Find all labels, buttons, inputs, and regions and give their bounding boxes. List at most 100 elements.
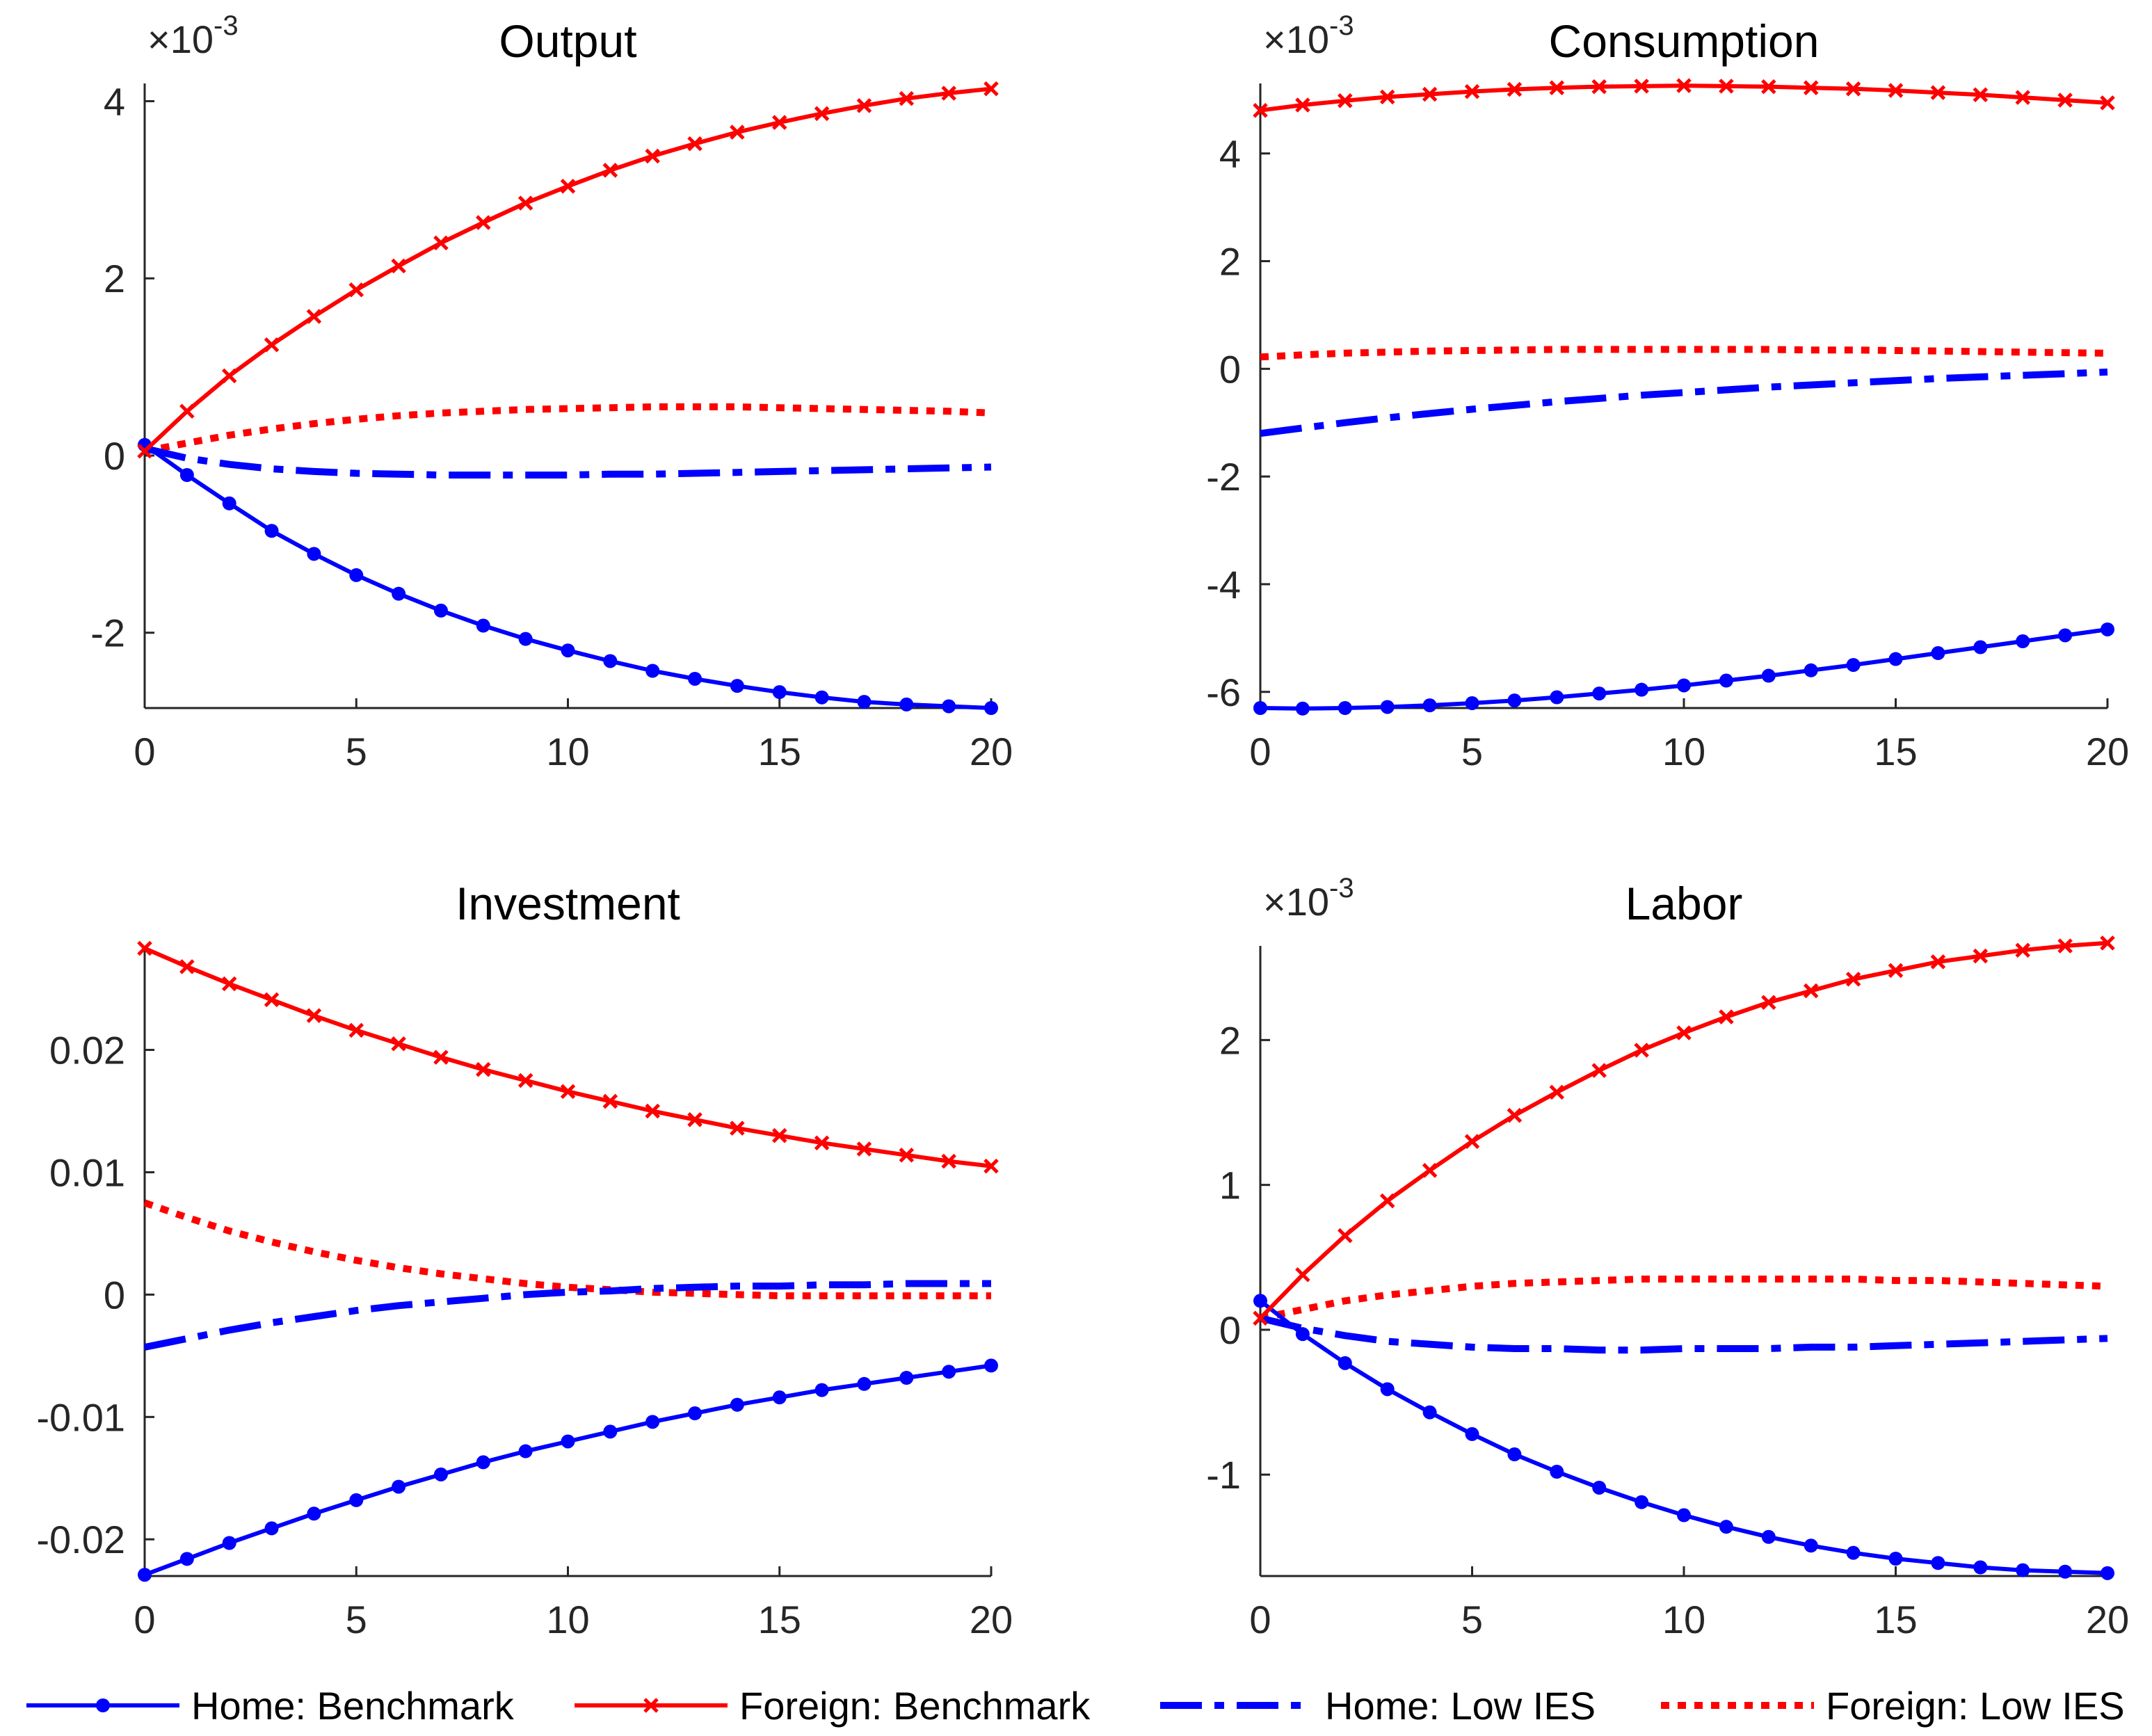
consumption-point-home-benchmark <box>1550 690 1564 705</box>
output-point-home-benchmark <box>307 547 321 561</box>
output-point-foreign-benchmark <box>687 136 702 152</box>
labor-point-home-benchmark <box>1592 1480 1607 1495</box>
investment-point-foreign-benchmark <box>179 959 195 974</box>
output-series-home-low-ies <box>143 444 992 479</box>
consumption-point-home-benchmark <box>1338 701 1352 715</box>
x-tick-label: 15 <box>758 1598 801 1641</box>
investment-series-home-benchmark <box>143 1363 992 1577</box>
x-tick-label: 0 <box>134 730 155 773</box>
consumption-point-home-benchmark <box>1804 663 1818 677</box>
consumption-point-foreign-benchmark <box>2057 93 2073 108</box>
labor-series-home-low-ies <box>1259 1315 2108 1354</box>
labor-point-foreign-benchmark <box>1549 1084 1565 1100</box>
consumption-point-foreign-benchmark <box>2015 90 2030 105</box>
consumption-title: Consumption <box>1549 15 1820 67</box>
x-tick-label: 15 <box>1874 1598 1917 1641</box>
output-point-home-benchmark <box>433 603 448 618</box>
legend-marker-x <box>643 1698 659 1713</box>
output-point-home-benchmark <box>814 690 829 705</box>
labor-point-home-benchmark <box>1550 1465 1564 1479</box>
consumption-point-foreign-benchmark <box>1973 87 1989 103</box>
consumption-point-home-benchmark <box>1253 701 1267 715</box>
output-point-foreign-benchmark <box>137 443 152 459</box>
output-point-home-benchmark <box>561 643 575 658</box>
investment-point-home-benchmark <box>688 1406 702 1421</box>
output-exponent-label: ×10-3 <box>147 10 239 61</box>
x-tick-label: 0 <box>1249 730 1271 773</box>
x-tick-label: 0 <box>134 1598 155 1641</box>
labor-point-foreign-benchmark <box>1338 1228 1353 1244</box>
labor-point-home-benchmark <box>1380 1382 1395 1397</box>
consumption-point-home-benchmark <box>1295 701 1310 716</box>
labor-point-home-benchmark <box>1761 1529 1776 1544</box>
y-tick-label: -4 <box>1206 563 1241 606</box>
output-point-foreign-benchmark <box>645 148 660 164</box>
investment-point-foreign-benchmark <box>856 1141 872 1157</box>
labor-point-foreign-benchmark <box>2100 935 2115 951</box>
labor-point-home-benchmark <box>1635 1495 1649 1509</box>
investment-point-foreign-benchmark <box>433 1050 449 1065</box>
x-tick-label: 5 <box>1461 1598 1483 1641</box>
consumption-point-home-benchmark <box>1761 668 1776 683</box>
labor-point-home-benchmark <box>1338 1356 1352 1370</box>
investment-title: Investment <box>456 878 680 929</box>
legend-item-foreign-low-ies: Foreign: Low IES <box>1661 1684 2125 1728</box>
output-point-foreign-benchmark <box>264 337 280 353</box>
labor-point-foreign-benchmark <box>1464 1134 1480 1149</box>
output-point-foreign-benchmark <box>983 81 999 97</box>
legend-marker-dot <box>96 1698 110 1712</box>
investment-point-home-benchmark <box>307 1506 321 1521</box>
labor-point-foreign-benchmark <box>1719 1009 1734 1024</box>
consumption-point-home-benchmark <box>1931 646 1945 661</box>
investment-point-foreign-benchmark <box>645 1103 660 1119</box>
investment-point-home-benchmark <box>603 1424 618 1439</box>
consumption-series-home-low-ies <box>1260 368 2108 437</box>
labor-point-home-benchmark <box>1677 1508 1691 1522</box>
legend-label-home-low-ies: Home: Low IES <box>1325 1684 1596 1728</box>
investment-point-foreign-benchmark <box>941 1153 956 1169</box>
output-point-foreign-benchmark <box>306 309 322 324</box>
output-point-home-benchmark <box>645 664 660 678</box>
labor-point-foreign-benchmark <box>2015 942 2030 958</box>
investment-point-home-benchmark <box>772 1390 787 1405</box>
labor-series-foreign-benchmark <box>1258 940 2108 1320</box>
consumption-series-foreign-low-ies <box>1260 346 2108 361</box>
labor-point-foreign-benchmark <box>1634 1043 1649 1058</box>
labor-point-home-benchmark <box>2058 1564 2073 1579</box>
y-tick-label: -6 <box>1206 670 1241 714</box>
labor-point-home-benchmark <box>2101 1566 2114 1580</box>
labor-point-home-benchmark <box>1931 1556 1945 1570</box>
labor-point-foreign-benchmark <box>1379 1193 1395 1209</box>
legend: Home: Benchmark Foreign: Benchmark Home: L… <box>26 1684 2125 1728</box>
y-tick-label: 0 <box>104 434 125 478</box>
investment-point-foreign-benchmark <box>306 1008 322 1024</box>
labor-point-home-benchmark <box>1804 1538 1818 1553</box>
consumption-point-home-benchmark <box>2016 634 2030 649</box>
consumption-point-foreign-benchmark <box>1634 79 1649 94</box>
investment-point-foreign-benchmark <box>348 1022 364 1038</box>
output-point-foreign-benchmark <box>476 215 491 230</box>
labor-title: Labor <box>1625 878 1743 929</box>
x-tick-label: 10 <box>546 1598 589 1641</box>
output-point-home-benchmark <box>688 671 702 686</box>
output-point-foreign-benchmark <box>730 124 745 140</box>
x-tick-label: 10 <box>1662 1598 1705 1641</box>
x-tick-label: 5 <box>1461 730 1483 773</box>
output-point-home-benchmark <box>349 568 364 582</box>
output-point-foreign-benchmark <box>221 368 237 384</box>
consumption-point-foreign-benchmark <box>1845 81 1861 97</box>
legend-label-foreign-benchmark: Foreign: Benchmark <box>739 1684 1091 1728</box>
legend-item-home-benchmark: Home: Benchmark <box>26 1684 515 1728</box>
investment-point-home-benchmark <box>561 1434 575 1449</box>
labor-point-foreign-benchmark <box>1676 1025 1692 1040</box>
labor-point-foreign-benchmark <box>1803 983 1819 999</box>
output-point-home-benchmark <box>518 632 533 646</box>
labor-point-foreign-benchmark <box>1253 1310 1268 1326</box>
consumption-panel: 0 5 10 15 20 -6 -4 -2 0 2 4 Consumption ×10-3 <box>1206 10 2129 773</box>
y-tick-label: 0.02 <box>49 1029 125 1072</box>
labor-point-foreign-benchmark <box>1591 1063 1607 1078</box>
output-point-foreign-benchmark <box>179 403 195 419</box>
x-tick-label: 15 <box>758 730 801 773</box>
output-point-foreign-benchmark <box>771 115 787 130</box>
